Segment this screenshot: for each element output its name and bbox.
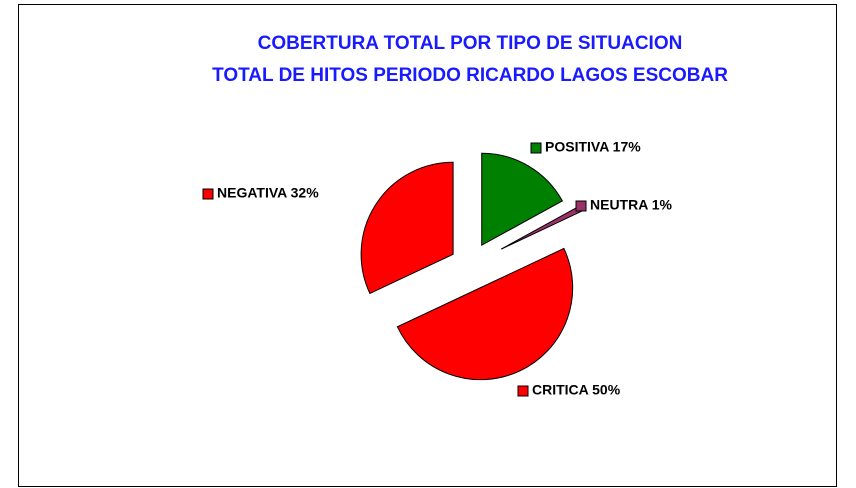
- chart-title: COBERTURA TOTAL POR TIPO DE SITUACION: [258, 33, 683, 54]
- pie-slice: [360, 161, 454, 295]
- chart-title: TOTAL DE HITOS PERIODO RICARDO LAGOS ESC…: [212, 65, 728, 86]
- legend-swatch: [202, 188, 214, 200]
- data-label: NEGATIVA 32%: [217, 185, 319, 201]
- pie-slice: [481, 152, 564, 247]
- legend-swatch: [575, 200, 587, 212]
- pie-slice: [396, 247, 574, 381]
- data-label: NEUTRA 1%: [590, 197, 672, 213]
- data-label: POSITIVA 17%: [545, 139, 641, 155]
- data-label: CRITICA 50%: [532, 382, 621, 398]
- legend-swatch: [530, 142, 542, 154]
- legend-swatch: [517, 385, 529, 397]
